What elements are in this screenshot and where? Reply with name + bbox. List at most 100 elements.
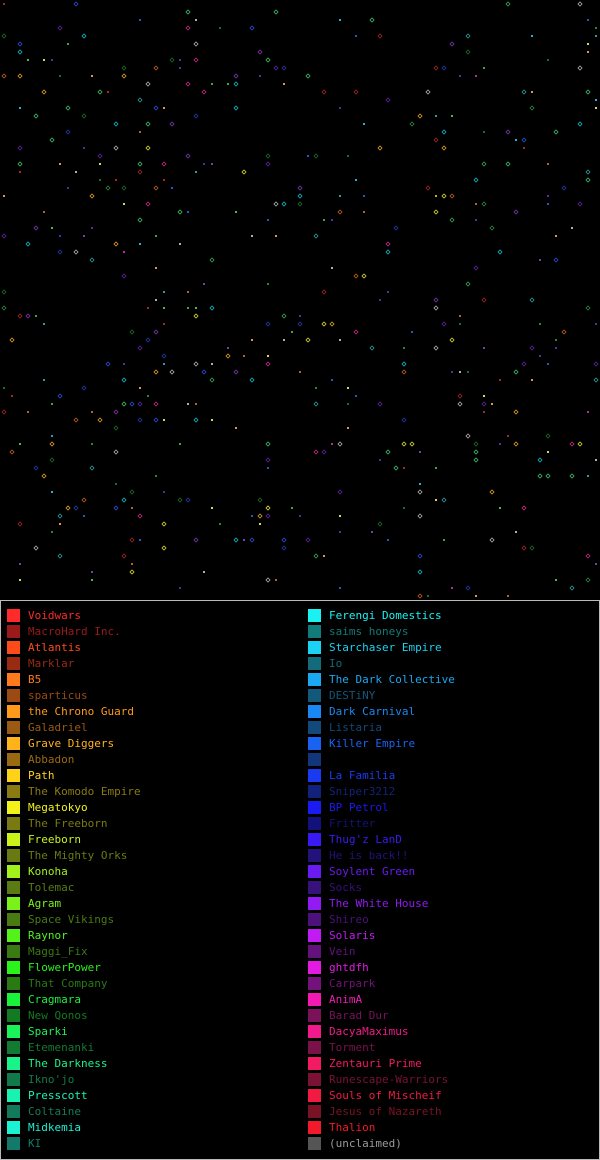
star-system[interactable] <box>313 449 319 455</box>
star-system[interactable] <box>49 457 55 463</box>
star-system[interactable] <box>385 449 391 455</box>
star-system[interactable] <box>481 161 487 167</box>
star-system[interactable] <box>147 307 149 309</box>
star-system[interactable] <box>105 361 111 367</box>
star-system[interactable] <box>585 305 591 311</box>
star-system[interactable] <box>595 107 597 109</box>
star-system[interactable] <box>433 297 439 303</box>
star-system[interactable] <box>267 355 269 357</box>
star-system[interactable] <box>473 265 479 271</box>
star-system[interactable] <box>347 427 349 429</box>
star-system[interactable] <box>569 585 575 591</box>
star-system[interactable] <box>211 363 213 365</box>
star-system[interactable] <box>25 313 31 319</box>
star-system[interactable] <box>585 169 591 175</box>
star-system[interactable] <box>505 1 511 7</box>
star-system[interactable] <box>441 65 447 71</box>
star-system[interactable] <box>233 537 239 543</box>
star-system[interactable] <box>105 185 111 191</box>
star-system[interactable] <box>75 171 77 173</box>
star-system[interactable] <box>547 163 549 165</box>
star-system[interactable] <box>587 43 589 45</box>
star-system[interactable] <box>361 273 367 279</box>
star-system[interactable] <box>347 403 349 405</box>
star-system[interactable] <box>219 523 221 525</box>
star-system[interactable] <box>243 539 245 541</box>
star-system[interactable] <box>59 163 61 165</box>
star-system[interactable] <box>59 75 61 77</box>
star-system[interactable] <box>441 145 447 151</box>
star-system[interactable] <box>577 65 583 71</box>
star-system[interactable] <box>547 195 549 197</box>
star-system[interactable] <box>315 387 317 389</box>
star-system[interactable] <box>163 491 165 493</box>
star-system[interactable] <box>355 395 357 397</box>
star-system[interactable] <box>19 579 21 581</box>
star-system[interactable] <box>433 305 439 311</box>
star-system[interactable] <box>193 313 199 319</box>
star-system[interactable] <box>363 195 365 197</box>
star-system[interactable] <box>265 577 271 583</box>
star-system[interactable] <box>43 323 45 325</box>
star-system[interactable] <box>569 473 575 479</box>
star-system[interactable] <box>451 587 453 589</box>
star-system[interactable] <box>265 57 271 63</box>
star-system[interactable] <box>209 257 215 263</box>
star-system[interactable] <box>465 585 471 591</box>
star-system[interactable] <box>153 369 159 375</box>
star-system[interactable] <box>401 417 407 423</box>
star-system[interactable] <box>233 369 239 375</box>
star-system[interactable] <box>529 105 535 111</box>
star-system[interactable] <box>281 65 287 71</box>
star-system[interactable] <box>265 321 271 327</box>
star-system[interactable] <box>137 401 143 407</box>
star-system[interactable] <box>49 441 55 447</box>
star-system[interactable] <box>89 257 95 263</box>
star-system[interactable] <box>419 451 421 453</box>
star-system[interactable] <box>529 345 535 351</box>
star-system[interactable] <box>555 579 557 581</box>
star-system[interactable] <box>107 91 109 93</box>
star-system[interactable] <box>203 571 205 573</box>
star-system[interactable] <box>475 595 477 597</box>
star-system[interactable] <box>369 17 375 23</box>
star-system[interactable] <box>145 81 151 87</box>
star-system[interactable] <box>593 361 599 367</box>
star-system[interactable] <box>537 457 543 463</box>
star-system[interactable] <box>417 489 423 495</box>
star-system[interactable] <box>243 355 245 357</box>
star-system[interactable] <box>305 537 311 543</box>
star-system[interactable] <box>195 403 197 405</box>
star-system[interactable] <box>337 209 343 215</box>
star-system[interactable] <box>505 161 511 167</box>
star-system[interactable] <box>179 587 181 589</box>
star-system[interactable] <box>595 459 597 461</box>
star-system[interactable] <box>81 33 87 39</box>
star-system[interactable] <box>219 27 221 29</box>
star-system[interactable] <box>123 203 125 205</box>
star-system[interactable] <box>473 449 479 455</box>
star-system[interactable] <box>409 121 415 127</box>
star-system[interactable] <box>209 377 215 383</box>
star-system[interactable] <box>483 347 485 349</box>
star-system[interactable] <box>91 443 93 445</box>
star-system[interactable] <box>145 337 151 343</box>
star-system[interactable] <box>251 515 253 517</box>
star-system[interactable] <box>355 179 357 181</box>
star-system[interactable] <box>91 75 93 77</box>
star-system[interactable] <box>571 227 573 229</box>
star-system[interactable] <box>505 129 511 135</box>
star-system[interactable] <box>321 449 327 455</box>
star-system[interactable] <box>265 441 271 447</box>
star-system[interactable] <box>577 121 583 127</box>
star-system[interactable] <box>1 73 7 79</box>
star-system[interactable] <box>513 209 519 215</box>
galaxy-map-canvas[interactable] <box>0 0 600 600</box>
star-system[interactable] <box>187 291 189 293</box>
star-system[interactable] <box>449 217 455 223</box>
star-system[interactable] <box>265 513 271 519</box>
star-system[interactable] <box>545 433 551 439</box>
star-system[interactable] <box>51 531 53 533</box>
star-system[interactable] <box>19 443 21 445</box>
star-system[interactable] <box>473 177 479 183</box>
